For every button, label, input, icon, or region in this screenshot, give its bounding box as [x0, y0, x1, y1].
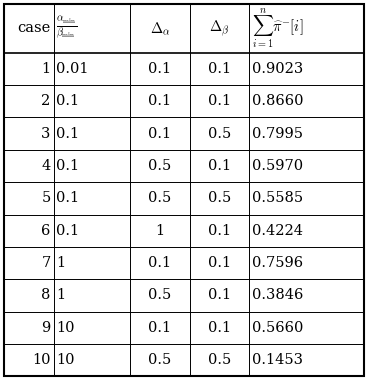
Text: 0.1: 0.1: [57, 192, 79, 205]
Text: 0.1: 0.1: [148, 321, 171, 335]
Text: 0.1: 0.1: [148, 94, 171, 108]
Text: 0.5970: 0.5970: [252, 159, 303, 173]
Text: 0.7596: 0.7596: [252, 256, 303, 270]
Text: 0.01: 0.01: [57, 62, 89, 76]
Text: 0.5: 0.5: [208, 192, 231, 205]
Text: 0.8660: 0.8660: [252, 94, 304, 108]
Text: 0.1453: 0.1453: [252, 353, 303, 367]
Text: 0.5: 0.5: [148, 192, 171, 205]
Text: 0.3846: 0.3846: [252, 288, 304, 302]
Text: 0.1: 0.1: [208, 256, 231, 270]
Text: 4: 4: [41, 159, 51, 173]
Text: 8: 8: [41, 288, 51, 302]
Text: $\Delta_{\beta}$: $\Delta_{\beta}$: [209, 18, 230, 38]
Text: 0.5: 0.5: [208, 353, 231, 367]
Text: 0.9023: 0.9023: [252, 62, 304, 76]
Text: 0.1: 0.1: [208, 288, 231, 302]
Text: 0.1: 0.1: [57, 94, 79, 108]
Text: $\frac{\alpha_{\min}}{\beta_{\min}}$: $\frac{\alpha_{\min}}{\beta_{\min}}$: [57, 15, 78, 41]
Text: 10: 10: [57, 353, 75, 367]
Text: 5: 5: [41, 192, 51, 205]
Text: 0.1: 0.1: [148, 62, 171, 76]
Text: 0.5660: 0.5660: [252, 321, 304, 335]
Text: 6: 6: [41, 224, 51, 238]
Text: 10: 10: [32, 353, 51, 367]
Text: 1: 1: [42, 62, 51, 76]
Text: 3: 3: [41, 127, 51, 141]
Text: 1: 1: [57, 288, 66, 302]
Text: $\Delta_{\alpha}$: $\Delta_{\alpha}$: [149, 20, 170, 37]
Text: 0.1: 0.1: [148, 127, 171, 141]
Text: 0.5: 0.5: [148, 159, 171, 173]
Text: 0.1: 0.1: [148, 256, 171, 270]
Text: 0.7995: 0.7995: [252, 127, 303, 141]
Text: 0.5585: 0.5585: [252, 192, 303, 205]
Text: 1: 1: [57, 256, 66, 270]
Text: $\sum_{i=1}^{n} \widehat{\pi}^{-}[i]$: $\sum_{i=1}^{n} \widehat{\pi}^{-}[i]$: [252, 7, 304, 50]
Text: 0.5: 0.5: [148, 288, 171, 302]
Text: 7: 7: [41, 256, 51, 270]
Text: 1: 1: [155, 224, 164, 238]
Text: 10: 10: [57, 321, 75, 335]
Text: case: case: [17, 21, 51, 35]
Text: 0.1: 0.1: [57, 159, 79, 173]
Text: 0.1: 0.1: [208, 62, 231, 76]
Text: 0.4224: 0.4224: [252, 224, 303, 238]
Text: 0.5: 0.5: [208, 127, 231, 141]
Text: 2: 2: [41, 94, 51, 108]
Text: 0.1: 0.1: [57, 127, 79, 141]
Text: 0.1: 0.1: [208, 321, 231, 335]
Text: 0.1: 0.1: [57, 224, 79, 238]
Text: 0.5: 0.5: [148, 353, 171, 367]
Text: 0.1: 0.1: [208, 159, 231, 173]
Text: 0.1: 0.1: [208, 224, 231, 238]
Text: 9: 9: [41, 321, 51, 335]
Text: 0.1: 0.1: [208, 94, 231, 108]
